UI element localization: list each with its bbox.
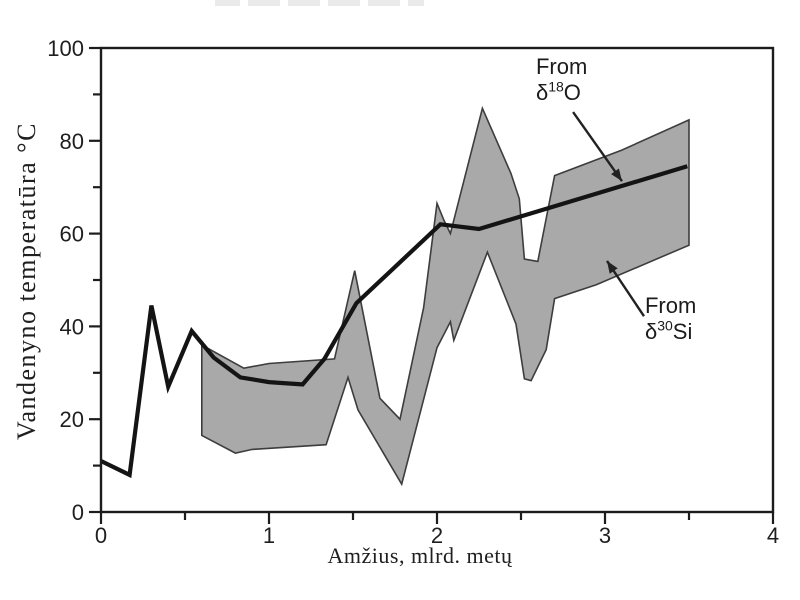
uncertainty-band-delta30Si <box>201 105 690 487</box>
annotation-word-from: From <box>644 292 697 318</box>
x-tick-label: 1 <box>263 523 275 548</box>
annotation-from-delta30Si: From δ30Si <box>645 293 696 345</box>
delta-symbol: δ <box>644 318 658 344</box>
x-tick-label: 2 <box>431 523 443 548</box>
cropped-text-fragment <box>408 0 424 6</box>
y-tick-label: 40 <box>60 314 84 339</box>
element-symbol: O <box>563 80 581 106</box>
annotation-word-from: From <box>535 54 588 80</box>
y-tick-label: 0 <box>72 500 84 525</box>
temperature-line-delta18O <box>100 164 688 479</box>
y-axis-title: Vandenyno temperatūra °C <box>12 122 41 440</box>
annotation-arrowhead-si30 <box>607 260 618 274</box>
annotation-from-delta18O: From δ18O <box>536 54 587 106</box>
element-symbol: Si <box>672 318 693 344</box>
cropped-text-fragment <box>215 0 240 6</box>
x-tick-label: 3 <box>599 523 611 548</box>
y-tick-label: 80 <box>60 129 84 154</box>
cropped-text-fragment <box>248 0 280 6</box>
cropped-text-fragment <box>288 0 320 6</box>
isotope-mass-number: 30 <box>657 317 673 334</box>
annotation-arrowhead-o18 <box>611 168 622 182</box>
x-tick-label: 0 <box>95 523 107 548</box>
cropped-text-fragment <box>328 0 360 6</box>
annotation-arrow-o18 <box>572 111 623 182</box>
x-tick-label: 4 <box>767 523 779 548</box>
annotation-isotope-label: δ18O <box>536 80 587 106</box>
annotation-isotope-label: δ30Si <box>645 319 696 345</box>
y-tick-label: 100 <box>47 36 84 61</box>
isotope-mass-number: 18 <box>548 78 564 95</box>
y-tick-label: 20 <box>60 407 84 432</box>
delta-symbol: δ <box>535 80 549 106</box>
cropped-title-fragments <box>0 0 800 8</box>
x-axis-title: Amžius, mlrd. metų <box>327 543 513 568</box>
y-tick-label: 60 <box>60 222 84 247</box>
cropped-text-fragment <box>368 0 400 6</box>
